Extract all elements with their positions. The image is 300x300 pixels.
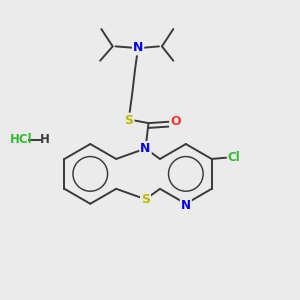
Text: O: O (170, 115, 181, 128)
Text: H: H (40, 133, 50, 146)
Text: N: N (133, 41, 143, 54)
Text: Cl: Cl (228, 151, 241, 164)
Text: N: N (140, 142, 151, 155)
Text: N: N (181, 199, 191, 212)
Text: S: S (141, 193, 150, 206)
Text: HCl: HCl (10, 133, 33, 146)
Text: S: S (124, 114, 134, 127)
